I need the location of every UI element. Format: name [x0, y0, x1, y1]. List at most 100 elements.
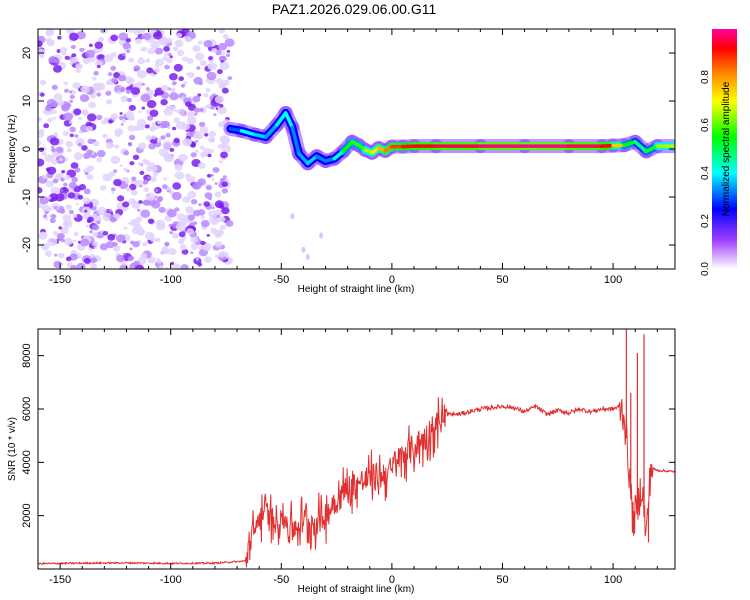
noise-blob	[59, 47, 68, 54]
noise-blob	[112, 241, 118, 247]
noise-blob	[138, 142, 147, 150]
noise-blob	[211, 177, 215, 181]
y-tick-label: 10	[21, 95, 33, 107]
colorbar-tick-label: 0.6	[700, 118, 711, 132]
noise-blob	[163, 177, 167, 181]
noise-blob	[193, 221, 198, 225]
noise-blob	[39, 92, 45, 97]
noise-blob	[161, 184, 168, 190]
noise-blob	[118, 74, 127, 82]
noise-blob	[208, 210, 218, 218]
noise-blob	[72, 214, 78, 218]
noise-blob	[200, 219, 210, 228]
noise-blob	[131, 176, 137, 181]
colorbar: 0.0 0.2 0.4 0.6 0.8 Normalized spectral ampl…	[700, 29, 737, 276]
noise-blob	[60, 227, 69, 234]
noise-blob	[154, 189, 159, 192]
noise-blob	[125, 89, 131, 94]
noise-blob	[73, 231, 79, 237]
noise-blob	[60, 262, 64, 266]
noise-blob	[128, 57, 135, 63]
noise-blob	[158, 265, 164, 269]
noise-blob	[144, 124, 150, 129]
noise-blob	[68, 210, 74, 215]
noise-blob	[85, 121, 93, 128]
noise-blob	[171, 81, 177, 86]
noise-blob	[155, 47, 163, 55]
noise-blob	[105, 90, 112, 96]
noise-blob	[60, 238, 65, 243]
noise-blob	[73, 108, 82, 116]
noise-blob	[178, 231, 186, 238]
noise-blob	[71, 53, 77, 58]
noise-blob	[81, 109, 89, 117]
noise-blob	[179, 244, 187, 251]
noise-blob	[207, 153, 212, 158]
noise-blob	[121, 119, 126, 123]
noise-blob	[122, 201, 130, 208]
noise-blob	[174, 207, 180, 212]
noise-blob	[96, 157, 103, 163]
noise-blob	[83, 257, 91, 264]
noise-blob	[56, 146, 64, 153]
noise-blob	[110, 65, 117, 71]
y-tick-label: 0	[21, 146, 33, 152]
noise-blob	[156, 219, 165, 228]
noise-blob	[67, 192, 76, 199]
noise-blob	[137, 57, 146, 65]
noise-blob	[113, 179, 122, 187]
noise-blob	[138, 110, 142, 114]
noise-blob	[90, 257, 98, 263]
noise-blob	[174, 39, 184, 48]
noise-blob	[62, 130, 69, 136]
x-tick-label: 100	[604, 274, 622, 286]
y-tick-label: 4000	[21, 450, 33, 474]
x-tick-label: 0	[389, 274, 395, 286]
noise-blob	[113, 169, 118, 173]
noise-blob	[110, 155, 121, 165]
noise-blob	[162, 140, 173, 149]
noise-blob	[74, 167, 81, 173]
noise-blob	[197, 93, 202, 97]
noise-blob	[96, 114, 103, 121]
noise-blob	[62, 219, 73, 229]
noise-blob	[127, 125, 136, 132]
noise-blob	[87, 113, 97, 122]
noise-blob	[38, 140, 42, 146]
noise-blob	[44, 154, 54, 163]
noise-blob	[221, 207, 230, 215]
noise-blob	[218, 82, 226, 89]
x-tick-label: -150	[49, 274, 71, 286]
noise-blob	[178, 238, 185, 245]
snr-panel: -150 -100 -50 0 50 100 2000 4000 6000 8000 Height…	[7, 328, 676, 595]
noise-blob	[48, 56, 56, 64]
noise-blob	[124, 180, 130, 184]
x-tick-label: -50	[273, 274, 289, 286]
noise-blob	[218, 55, 227, 62]
noise-blob	[207, 62, 217, 71]
noise-blob	[145, 87, 150, 91]
noise-blob	[90, 263, 98, 269]
noise-blob	[146, 67, 154, 74]
noise-blob	[64, 174, 71, 180]
snr-frame	[37, 328, 676, 570]
noise-blob	[192, 95, 201, 103]
noise-blob	[114, 144, 120, 149]
noise-blob	[109, 171, 116, 177]
noise-blob	[50, 147, 56, 153]
noise-blob	[169, 147, 175, 152]
snr-ylabel: SNR (10 * v/v)	[7, 417, 18, 481]
y-tick-label: 8000	[21, 343, 33, 367]
noise-blob	[125, 114, 133, 120]
noise-blob	[93, 71, 99, 76]
noise-blob	[79, 47, 85, 53]
noise-blob	[217, 69, 223, 75]
noise-blob	[71, 176, 78, 183]
noise-blob	[146, 100, 157, 109]
noise-blob	[46, 98, 57, 107]
noise-blob	[156, 258, 161, 262]
noise-blob	[162, 56, 168, 61]
noise-blob	[100, 29, 105, 33]
noise-blob	[142, 32, 152, 41]
noise-blob	[163, 46, 171, 52]
